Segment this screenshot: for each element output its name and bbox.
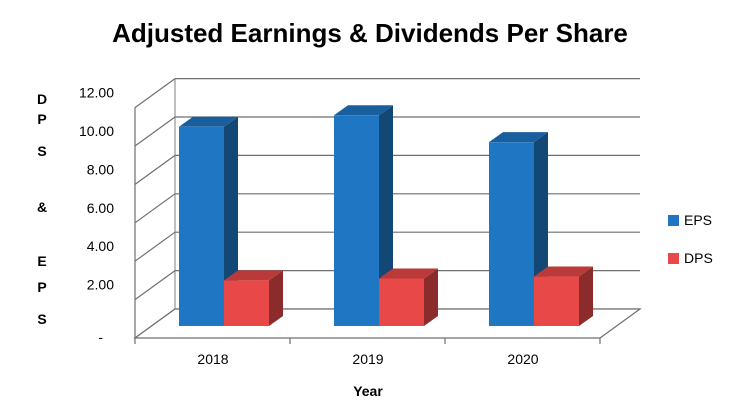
- legend-swatch: [668, 215, 679, 226]
- y-axis-title-char: P: [37, 279, 46, 295]
- y-axis-title: DPS&EPS: [37, 91, 47, 327]
- bars: [179, 105, 593, 326]
- y-tick-label: 6.00: [87, 200, 114, 216]
- bar-front: [179, 126, 224, 326]
- y-axis-title-char: S: [37, 311, 46, 327]
- legend-label: EPS: [684, 212, 712, 228]
- y-tick-labels: 2.00 4.00 6.00 8.00 10.00 12.00 -: [79, 85, 114, 345]
- bar-eps-2018: [179, 116, 238, 326]
- bar-top: [179, 116, 238, 127]
- legend-label: DPS: [684, 250, 713, 266]
- bar-eps-2020: [489, 132, 548, 326]
- y-axis-title-char: D: [37, 91, 47, 107]
- bar-front: [334, 115, 379, 326]
- chart-title: Adjusted Earnings & Dividends Per Share: [112, 18, 628, 48]
- x-tick-label: 2019: [352, 351, 383, 367]
- bar-top: [534, 266, 593, 277]
- legend-swatch: [668, 253, 679, 264]
- bar-top: [489, 132, 548, 143]
- legend: EPS DPS: [668, 212, 713, 266]
- bar-front: [379, 278, 424, 326]
- y-axis-title-char: E: [37, 253, 46, 269]
- gridline-side: [134, 193, 176, 224]
- x-tick-label: 2018: [197, 351, 228, 367]
- y-tick-label: 4.00: [87, 238, 114, 254]
- bar-front: [489, 142, 534, 326]
- y-tick-label: 10.00: [79, 123, 114, 139]
- gridline-side: [134, 154, 176, 185]
- bar-top: [379, 268, 438, 279]
- y-tick-label: 2.00: [87, 277, 114, 293]
- y-tick-label-zero: -: [98, 329, 103, 345]
- bar-side: [424, 268, 438, 326]
- x-tick-labels: 2018 2019 2020: [197, 351, 538, 367]
- bar-side: [579, 266, 593, 326]
- bar-dps-2018: [224, 270, 283, 326]
- bar-side: [269, 270, 283, 326]
- y-axis-title-char: &: [37, 199, 47, 215]
- y-axis-title-char: P: [37, 111, 46, 127]
- bar-side: [379, 105, 393, 326]
- y-tick-label: 12.00: [79, 85, 114, 101]
- bar-eps-2019: [334, 105, 393, 326]
- y-axis-title-char: S: [37, 143, 46, 159]
- bar-front: [224, 280, 269, 326]
- bar-front: [534, 276, 579, 326]
- y-tick-label: 8.00: [87, 161, 114, 177]
- bar-dps-2020: [534, 266, 593, 326]
- gridline-side: [134, 78, 176, 109]
- gridline-side: [134, 116, 176, 147]
- x-tick-label: 2020: [507, 351, 538, 367]
- bar-top: [224, 270, 283, 281]
- gridline-side: [134, 270, 176, 301]
- x-axis-title: Year: [353, 383, 383, 399]
- bar-dps-2019: [379, 268, 438, 326]
- gridline-side: [134, 231, 176, 262]
- bar-top: [334, 105, 393, 116]
